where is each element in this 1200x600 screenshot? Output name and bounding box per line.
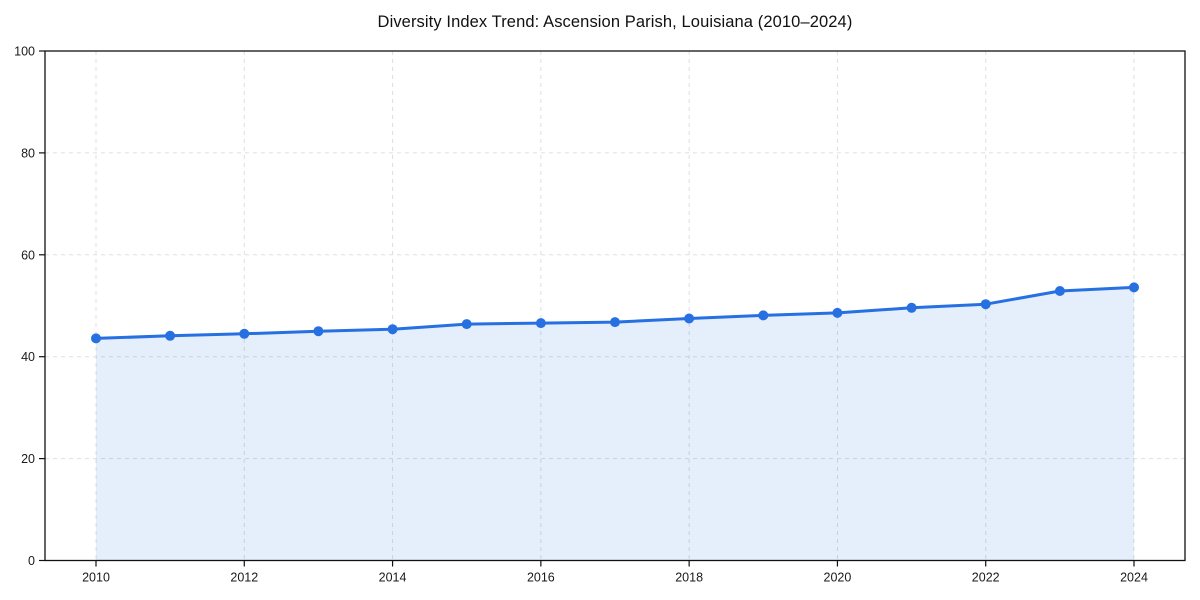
data-point-2016 <box>535 318 546 329</box>
x-axis-tick-label-2018: 2018 <box>675 571 703 585</box>
data-point-2023 <box>1054 286 1065 296</box>
y-axis-tick-label-80: 80 <box>21 146 35 160</box>
data-point-2014 <box>387 324 398 335</box>
data-point-2019 <box>758 310 769 321</box>
x-axis-tick-label-2014: 2014 <box>379 571 407 585</box>
data-point-2024 <box>1129 282 1139 293</box>
plot-border <box>44 50 1186 562</box>
data-point-2021 <box>906 302 917 313</box>
chart-title: Diversity Index Trend: Ascension Parish,… <box>377 13 853 31</box>
y-axis-tick-label-20: 20 <box>21 452 35 466</box>
data-point-2011 <box>165 330 176 341</box>
x-axis-tick-label-2010: 2010 <box>82 571 110 585</box>
x-axis-tick-label-2020: 2020 <box>824 571 852 585</box>
x-axis-tick-label-2022: 2022 <box>972 571 1000 585</box>
data-point-2018 <box>684 313 695 324</box>
data-point-2015 <box>461 319 472 330</box>
x-axis-tick-label-2024: 2024 <box>1120 571 1148 585</box>
x-axis-tick-label-2012: 2012 <box>230 571 258 585</box>
data-point-2010 <box>91 333 101 344</box>
data-point-2017 <box>610 317 620 328</box>
y-axis-tick-label-40: 40 <box>21 350 35 364</box>
area-fill <box>96 287 1134 561</box>
x-axis-tick-label-2016: 2016 <box>527 571 555 585</box>
y-axis-tick-label-100: 100 <box>14 45 35 59</box>
data-point-2020 <box>832 307 843 318</box>
y-axis-tick-label-60: 60 <box>21 248 35 262</box>
data-point-2012 <box>239 328 250 339</box>
data-point-2013 <box>313 326 324 337</box>
y-axis-tick-label-0: 0 <box>28 554 35 568</box>
data-point-2022 <box>980 299 991 310</box>
